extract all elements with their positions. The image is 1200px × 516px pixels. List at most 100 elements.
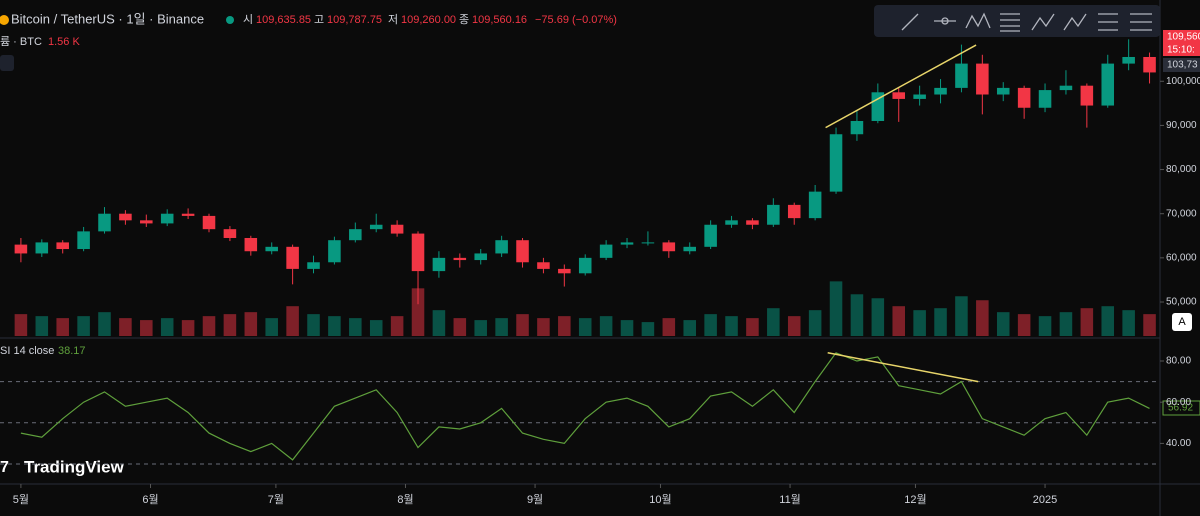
candle-body [56,242,69,250]
trendline-tool[interactable] [901,13,919,31]
auto-scale-label: A [1178,316,1186,328]
y-tick-label: 90,000 [1166,120,1197,131]
volume-bar [996,312,1010,336]
prev-price: 103,73 [1167,60,1198,71]
y-tick-label: 50,000 [1166,297,1197,308]
wave-tool[interactable] [1031,13,1055,31]
candle-body [704,224,717,247]
volume-bar [244,312,258,336]
candle-body [328,240,341,263]
candle-body [558,268,571,274]
ohlc-value: 109,560.16 [472,14,527,26]
y-tick-label: 40.00 [1166,438,1191,449]
candle-body [850,120,864,135]
candle-body [369,224,383,230]
candle-body [98,213,111,232]
y-tick-label: 70,000 [1166,208,1197,219]
ohlc-value: 109,787.75 [327,14,382,26]
volume-bar [14,314,28,336]
fib-tool[interactable] [1000,13,1020,32]
logo-mark: 7 [0,459,9,476]
candle-body [516,240,529,263]
last-price-box [1163,30,1200,56]
volume-bar [892,306,906,336]
candle-body [181,213,195,216]
volume-bar [662,318,676,336]
hline-tool[interactable] [934,17,956,25]
volume-bar [1080,308,1094,336]
candle-body [286,246,299,269]
candle-body [1080,85,1094,106]
ohlc-label: 저 [388,13,398,26]
candle-body [119,213,132,221]
candle-body [662,242,676,252]
symbol: Bitcoin / TetherUS · 1일 · Binance [11,11,204,26]
settings-tool[interactable] [1130,13,1152,31]
rsi-line [20,352,1150,461]
prev-price-box [1163,58,1200,72]
volume-bar [537,318,550,336]
channel-tool[interactable] [1098,13,1118,31]
y-tick-label: 60.00 [1166,397,1191,408]
candle-body [223,229,237,238]
candle-body [578,257,592,274]
candle-body [349,229,362,241]
volume-bar [328,316,341,336]
last-price: 109,560 [1167,32,1200,43]
volume-bar [746,318,759,336]
candle-body [641,242,655,244]
volume-bar [871,298,885,336]
volume-bar [1059,312,1073,336]
collapse-button[interactable] [0,55,14,71]
volume-bar [1038,316,1052,336]
candle-body [1017,87,1031,108]
volume-bar [390,316,404,336]
abcd-tool[interactable] [1063,13,1087,31]
candle-body [934,87,947,95]
y-tick-label: 80,000 [1166,164,1197,175]
x-tick-label: 5월 [13,493,29,506]
volume-bar [767,308,780,336]
pattern-tool[interactable] [965,12,991,29]
trendline [825,44,977,129]
candle-body [411,233,425,272]
volume-bar [620,320,634,336]
volume-bar [704,314,717,336]
ohlc-label: 고 [314,14,324,26]
candle-body [746,220,759,225]
volume-bar [77,316,90,336]
volume-bar [850,294,864,336]
auto-scale-button[interactable] [1172,313,1192,331]
candle-body [1038,90,1052,108]
volume-bar [140,320,153,336]
volume-bar [98,312,111,336]
volume-bar [934,308,947,336]
volume-bar [474,320,487,336]
x-tick-label: 11월 [779,493,801,506]
candle-body [808,191,822,219]
candle-body [976,63,989,95]
x-tick-label: 8월 [397,493,413,506]
volume-bar [349,318,362,336]
rsi-value: 38.17 [58,345,86,357]
volume-bar [725,316,738,336]
rsi-axis-value: 56.92 [1168,403,1193,414]
volume-bar [1101,306,1115,336]
candle-body [1059,85,1073,91]
ohlc-label: 종 [459,14,469,26]
candle-body [140,220,153,224]
candle-body [829,134,843,192]
volume-bar [1122,310,1135,336]
ohlc-value: 109,635.85 [256,14,311,26]
candle-body [620,242,634,245]
change: −75.69 (−0.07%) [535,14,617,26]
candle-body [474,253,487,261]
candle-body [787,204,801,219]
volume-bar [1017,314,1031,336]
volume-bar [202,316,216,336]
volume-bar [265,318,278,336]
volume-bar [495,318,508,336]
x-tick-label: 12월 [904,493,926,506]
